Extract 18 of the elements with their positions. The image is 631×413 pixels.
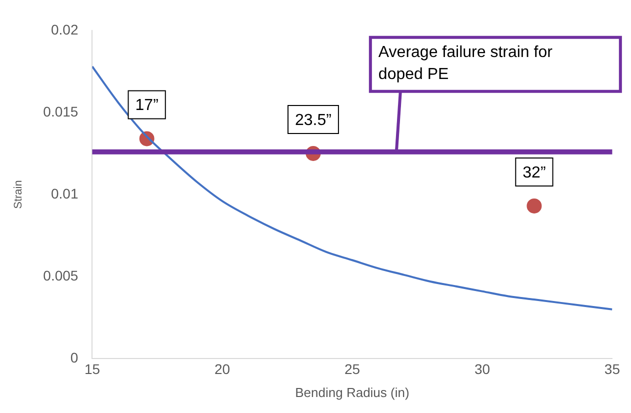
point	[526, 198, 542, 214]
x-tick-label: 25	[344, 360, 360, 377]
line-series	[92, 66, 612, 310]
x-tick-label: 30	[474, 360, 490, 377]
y-axis-title: Strain	[12, 180, 25, 209]
annotation: 23.5”	[294, 112, 332, 129]
x-tick-label: 35	[604, 360, 620, 377]
annotation: 32”	[522, 164, 546, 182]
y-tick-label: 0.005	[43, 267, 78, 284]
annotation: 17”	[135, 97, 158, 114]
x-axis-title: Bending Radius (in)	[295, 384, 410, 400]
x-tick-label: 15	[84, 360, 100, 377]
y-tick-label: 0	[70, 349, 78, 366]
ref-line-label: Average failure strain for doped PE	[378, 44, 554, 83]
y-tick-label: 0.015	[43, 103, 78, 120]
y-tick-label: 0.02	[50, 21, 78, 38]
x-tick-label: 20	[214, 360, 230, 377]
y-tick-label: 0.01	[50, 185, 78, 202]
